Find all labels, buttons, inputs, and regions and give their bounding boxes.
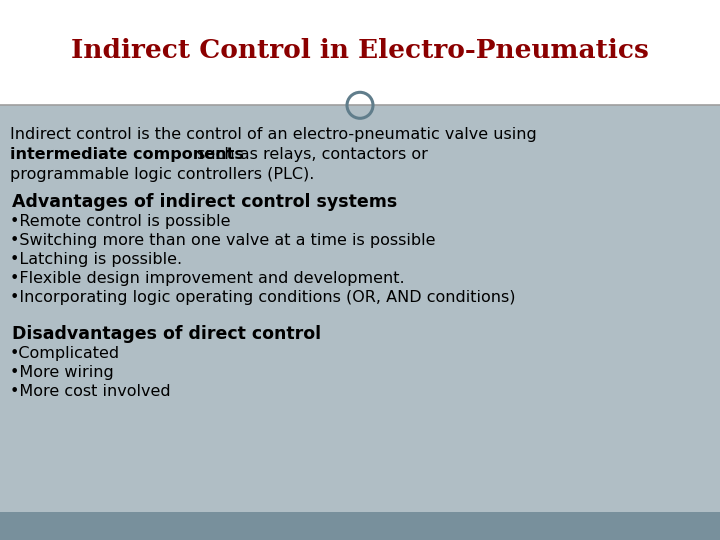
Text: such as relays, contactors or: such as relays, contactors or [192,147,428,163]
Text: •Remote control is possible: •Remote control is possible [10,214,230,230]
Text: •Incorporating logic operating conditions (OR, AND conditions): •Incorporating logic operating condition… [10,291,516,305]
Text: Advantages of indirect control systems: Advantages of indirect control systems [12,193,397,211]
Text: •More cost involved: •More cost involved [10,384,171,399]
Text: •Flexible design improvement and development.: •Flexible design improvement and develop… [10,271,405,286]
Text: •Switching more than one valve at a time is possible: •Switching more than one valve at a time… [10,233,436,248]
Text: •Latching is possible.: •Latching is possible. [10,252,182,267]
Text: •More wiring: •More wiring [10,365,114,380]
Text: intermediate components: intermediate components [10,147,244,163]
Bar [0,512,720,540]
Text: Indirect control is the control of an electro-pneumatic valve using: Indirect control is the control of an el… [10,127,536,143]
Text: •Complicated: •Complicated [10,346,120,361]
Text: Disadvantages of direct control: Disadvantages of direct control [12,325,321,343]
Text: Indirect Control in Electro-Pneumatics: Indirect Control in Electro-Pneumatics [71,38,649,63]
Bar [0,0,720,105]
Bar [0,105,720,540]
Text: programmable logic controllers (PLC).: programmable logic controllers (PLC). [10,167,315,183]
